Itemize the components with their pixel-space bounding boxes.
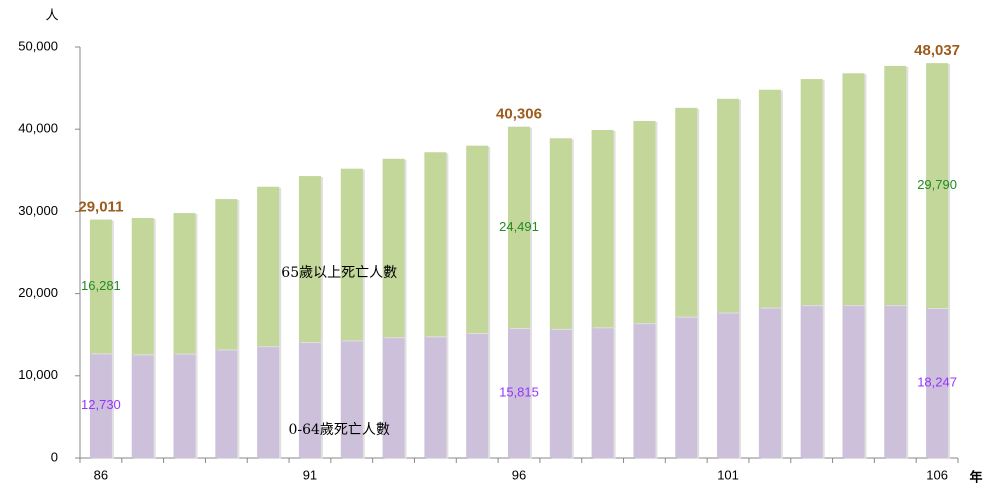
x-tick-label: 86 <box>94 467 108 482</box>
value-label: 18,247 <box>917 374 957 389</box>
total-label: 48,037 <box>914 42 960 59</box>
bar-segment <box>424 152 447 337</box>
x-tick-label: 106 <box>926 467 948 482</box>
x-axis-label: 年 <box>969 469 982 484</box>
value-label: 29,790 <box>917 177 957 192</box>
bar-segment <box>591 327 614 458</box>
total-label: 40,306 <box>496 106 542 123</box>
bar-segment <box>173 353 196 458</box>
bar-segment <box>215 199 238 350</box>
bar-segment <box>340 168 363 341</box>
x-tick-label: 91 <box>303 467 317 482</box>
bar-segment <box>508 328 530 458</box>
total-label: 29,011 <box>78 198 123 215</box>
bar-segment <box>758 89 781 308</box>
series-label: 65歲以上死亡人數 <box>281 265 397 281</box>
value-label: 12,730 <box>81 397 121 412</box>
y-tick-label: 20,000 <box>18 285 58 300</box>
bar-segment <box>633 323 656 458</box>
bar-segment <box>800 305 823 458</box>
bar-segment <box>591 130 614 328</box>
bar-segment <box>549 328 572 458</box>
bar-segment <box>508 126 530 329</box>
bar-segment <box>257 346 280 458</box>
bar-segment <box>717 98 740 313</box>
bar-segment <box>466 333 489 458</box>
y-tick-label: 30,000 <box>18 203 58 218</box>
value-label: 16,281 <box>81 278 121 293</box>
bar-segment <box>675 107 698 317</box>
bar-segment <box>549 138 572 329</box>
bar-segment <box>298 176 321 343</box>
bar-segment <box>884 65 907 306</box>
series-label: 0-64歲死亡人數 <box>288 422 389 438</box>
bar-segment <box>215 349 238 458</box>
y-tick-label: 0 <box>51 449 58 464</box>
bar-segment <box>340 340 363 458</box>
bar-segment <box>633 120 656 324</box>
x-tick-label: 96 <box>512 467 526 482</box>
bar-segment <box>257 186 280 347</box>
value-label: 15,815 <box>499 384 539 399</box>
x-tick-label: 101 <box>717 467 739 482</box>
bar-segment <box>424 336 447 458</box>
bar-segment <box>884 305 907 458</box>
bar-segment <box>131 217 154 355</box>
bar-segment <box>926 308 949 458</box>
bar-segment <box>298 342 321 458</box>
value-label: 24,491 <box>499 219 539 234</box>
bar-segment <box>382 337 405 458</box>
bar-segment <box>758 307 781 458</box>
bar-segment <box>173 213 196 354</box>
bar-segment <box>926 63 949 309</box>
bar-segment <box>717 312 740 458</box>
bar-segment <box>842 73 865 306</box>
bar-segment <box>89 353 112 458</box>
bar-segment <box>842 305 865 458</box>
y-tick-label: 50,000 <box>18 38 58 53</box>
bar-segment <box>382 158 405 338</box>
y-tick-label: 10,000 <box>18 367 58 382</box>
y-tick-label: 40,000 <box>18 121 58 136</box>
bar-segment <box>89 219 112 354</box>
bar-segment <box>131 354 154 458</box>
bar-segment <box>675 316 698 458</box>
bar-segment <box>800 79 823 306</box>
y-axis-label: 人 <box>45 7 58 22</box>
bar-segment <box>466 145 489 334</box>
